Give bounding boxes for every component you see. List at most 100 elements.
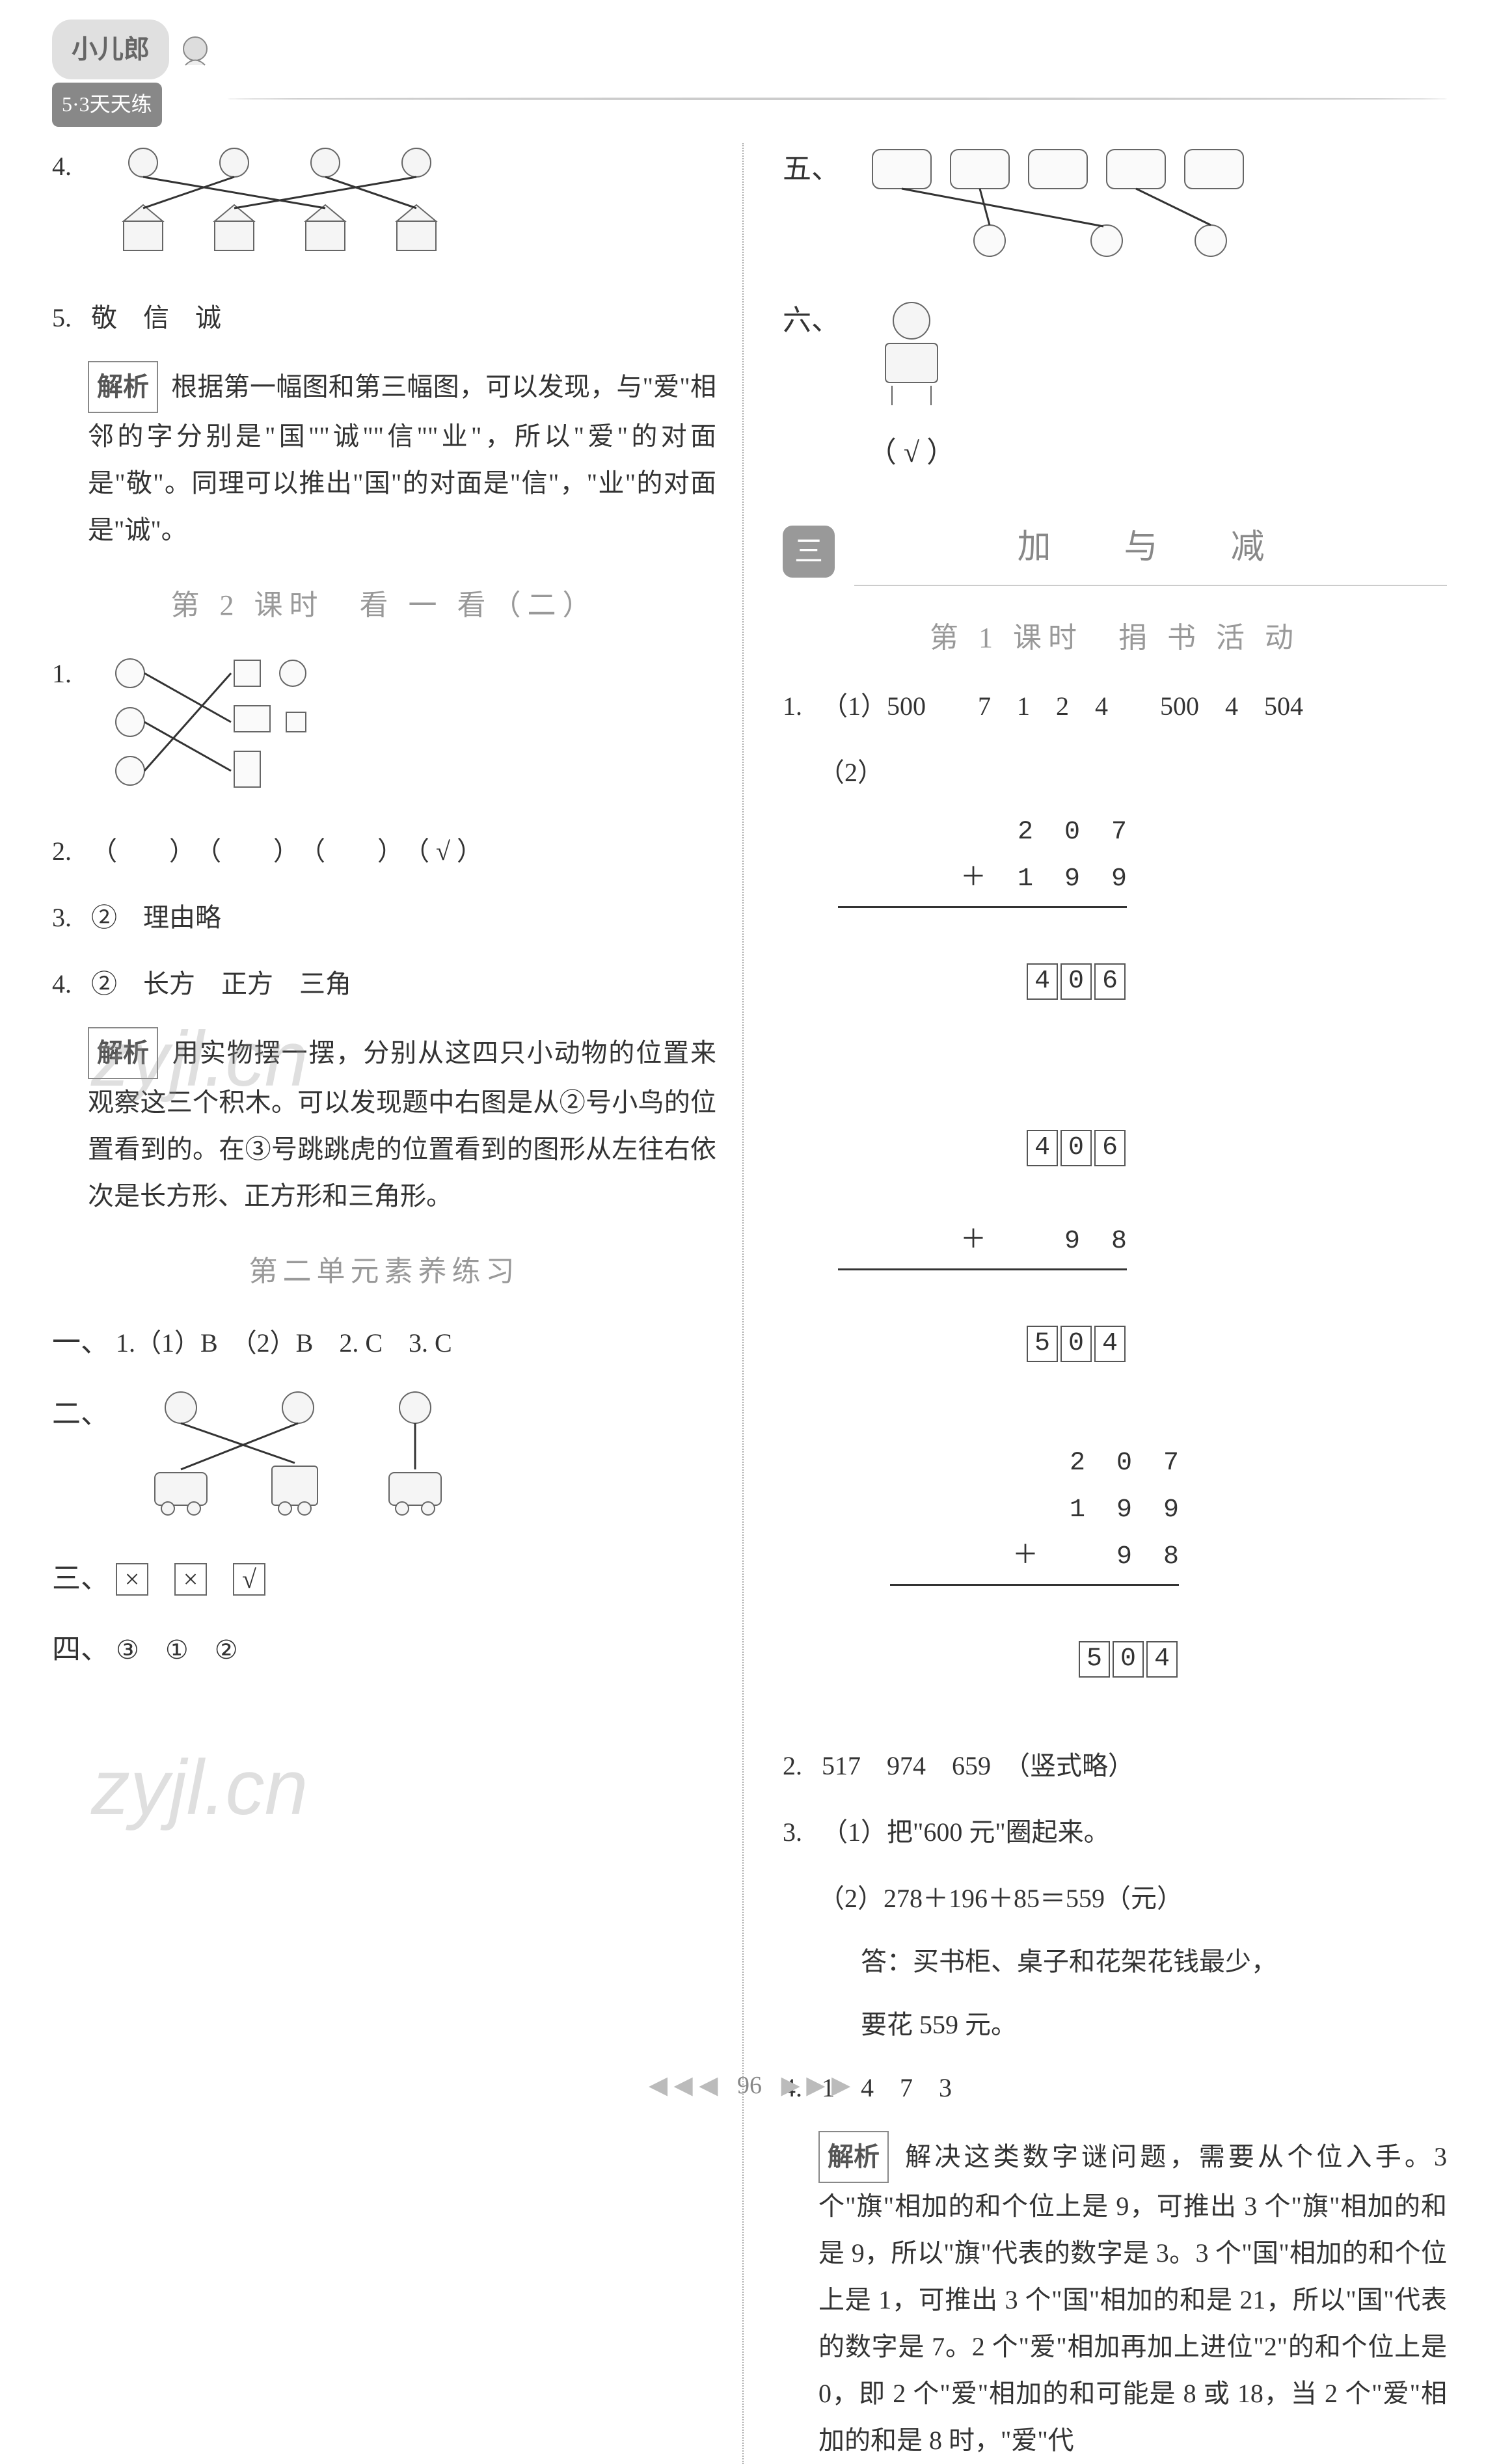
calc-row: ＋ 9 8	[838, 1218, 1127, 1265]
digit-box: 0	[1060, 963, 1092, 1000]
calc-line	[838, 1268, 1127, 1270]
u2-q4-label: 四、	[52, 1633, 109, 1665]
l1-q3-line2: （2）278＋196＋85＝559（元）	[783, 1875, 1447, 1922]
digit-box: 0	[1060, 1130, 1092, 1166]
l1-q1-sub2-block: （2） 2 0 7 ＋ 1 9 9 406 406 ＋ 9 8	[783, 749, 1447, 1743]
r-q6-girl-diagram: （ √ ）	[859, 295, 964, 478]
u2-q2-row: 二、	[52, 1388, 716, 1533]
calc-result: 504	[890, 1589, 1179, 1730]
l2-q3-row: 3. ② 理由略	[52, 894, 716, 941]
r-q6-label: 六、	[783, 295, 840, 346]
l1-q2-row: 2. 517 974 659 （竖式略）	[783, 1743, 1447, 1789]
l1-q2-answer: 517 974 659 （竖式略）	[822, 1751, 1134, 1780]
l1-q1-row: 1. （1）500 7 1 2 4 500 4 504	[783, 683, 1447, 730]
calc-line	[838, 906, 1127, 908]
q5-jiexi-block: 解析 根据第一幅图和第三幅图，可以发现，与"爱"相邻的字分别是"国""诚""信"…	[52, 361, 716, 554]
arrow-right-icon: ▶ ▶ ▶	[781, 2072, 851, 2099]
digit-box: 4	[1027, 963, 1058, 1000]
jiexi-tag: 解析	[88, 361, 158, 413]
page-footer: ◀ ◀ ◀ 96 ▶ ▶ ▶	[0, 2063, 1499, 2108]
calc-c: 2 0 7 1 9 9 ＋ 9 8 504	[890, 1440, 1179, 1730]
q5-num: 5.	[52, 295, 85, 341]
page-number: 96	[737, 2072, 762, 2099]
left-column: 4.	[52, 143, 744, 2464]
u2-q2-match-diagram	[129, 1388, 487, 1533]
l2-q2-answer: （ ） （ ） （ ） （ √ ）	[91, 837, 483, 866]
calc-result: 504	[838, 1274, 1127, 1414]
calc-row: ＋ 9 8	[890, 1534, 1179, 1581]
l1-q3-line1: （1）把"600 元"圈起来。	[822, 1817, 1110, 1847]
u2-q1-answer: 1.（1）B （2）B 2. C 3. C	[116, 1328, 452, 1358]
jiexi-tag: 解析	[88, 1027, 158, 1079]
digit-box: 4	[1094, 1326, 1126, 1362]
q5-row: 5. 敬 信 诚	[52, 295, 716, 341]
u2-q2-label: 二、	[52, 1388, 109, 1440]
mark-box: ×	[174, 1563, 207, 1596]
l2-q4-answer: ② 长方 正方 三角	[91, 969, 351, 998]
u2-q3-label: 三、	[52, 1562, 109, 1594]
l1-q3-row: 3. （1）把"600 元"圈起来。	[783, 1809, 1447, 1856]
right-column: 五、 六、	[783, 143, 1447, 2464]
l2-q1-num: 1.	[52, 650, 85, 697]
jiexi-tag: 解析	[818, 2131, 889, 2183]
r-lesson1-title: 第 1 课时 捐 书 活 动	[783, 612, 1447, 663]
u2-q4-row: 四、 ③ ① ②	[52, 1624, 716, 1675]
mark-box: ×	[116, 1563, 148, 1596]
r-q6-row: 六、 （ √ ）	[783, 295, 1447, 478]
brand-block: 小儿郎 5·3天天练	[52, 20, 1447, 127]
digit-box: 6	[1094, 1130, 1126, 1166]
l2-q4-num: 4.	[52, 961, 85, 1008]
r-q5-row: 五、	[783, 143, 1447, 275]
brand-name: 小儿郎	[52, 20, 169, 79]
u2-q1-label: 一、	[52, 1326, 109, 1358]
digit-box: 4	[1146, 1641, 1178, 1678]
l2-q4-jiexi-block: 解析 用实物摆一摆，分别从这四只小动物的位置来观察这三个积木。可以发现题中右图是…	[52, 1027, 716, 1220]
calc-row: 1 9 9	[890, 1487, 1179, 1534]
calc-row: 2 0 7	[890, 1440, 1179, 1487]
calc-row: ＋ 1 9 9	[838, 856, 1127, 903]
chapter-icon: 三	[783, 526, 835, 578]
calc-result: 406	[838, 1078, 1127, 1218]
calc-b: 406 ＋ 9 8 504	[838, 1078, 1127, 1414]
r-q5-icons-diagram	[859, 143, 1282, 275]
digit-box: 5	[1079, 1641, 1110, 1678]
q4-row: 4.	[52, 143, 716, 275]
lesson2-title: 第 2 课时 看 一 看（二）	[52, 580, 716, 631]
l2-q3-answer: ② 理由略	[91, 903, 221, 932]
l2-q3-num: 3.	[52, 894, 85, 941]
content-columns: 4.	[0, 143, 1499, 2464]
q5-answer: 敬 信 诚	[91, 303, 221, 332]
chapter-bar: 三 加 与 减	[783, 517, 1447, 586]
q4-match-diagram	[104, 143, 462, 275]
r-q6-mark: （ √ ）	[859, 427, 964, 478]
l1-q3-num: 3.	[783, 1809, 815, 1856]
u2-q1-row: 一、 1.（1）B （2）B 2. C 3. C	[52, 1317, 716, 1368]
u2-q3-row: 三、 × × √	[52, 1553, 716, 1604]
l2-q2-num: 2.	[52, 828, 85, 875]
calc-result: 406	[838, 911, 1127, 1052]
page-header: 小儿郎 5·3天天练	[0, 0, 1499, 143]
l1-q4-jiexi-text: 解决这类数字谜问题，需要从个位入手。3 个"旗"相加的和个位上是 9，可推出 3…	[818, 2142, 1447, 2455]
l2-q1-row: 1.	[52, 650, 716, 809]
l2-q4-jiexi-text: 用实物摆一摆，分别从这四只小动物的位置来观察这三个积木。可以发现题中右图是从②号…	[88, 1038, 716, 1211]
digit-box: 0	[1113, 1641, 1144, 1678]
brand-subtitle: 5·3天天练	[52, 83, 162, 127]
digit-box: 4	[1027, 1130, 1058, 1166]
l2-q2-row: 2. （ ） （ ） （ ） （ √ ）	[52, 828, 716, 875]
u2-q3-marks: × × √	[116, 1564, 265, 1594]
unit2-title: 第二单元素养练习	[52, 1246, 716, 1297]
l1-q2-num: 2.	[783, 1743, 815, 1789]
l1-q4-jiexi-block: 解析 解决这类数字谜问题，需要从个位入手。3 个"旗"相加的和个位上是 9，可推…	[783, 2131, 1447, 2464]
l1-q3-line4: 要花 559 元。	[783, 2002, 1447, 2048]
l1-q1-sub2-label: （2）	[818, 758, 884, 787]
r-q5-label: 五、	[783, 143, 840, 194]
calc-a: 2 0 7 ＋ 1 9 9 406	[838, 809, 1127, 1052]
digit-box: 0	[1060, 1326, 1092, 1362]
l1-q3-line3: 答：买书柜、桌子和花架花钱最少，	[783, 1938, 1447, 1985]
chapter-title: 加 与 减	[854, 517, 1447, 586]
l1-q1-line1: （1）500 7 1 2 4 500 4 504	[822, 691, 1303, 721]
mark-box: √	[233, 1563, 265, 1596]
mascot-icon	[176, 33, 215, 72]
digit-box: 5	[1027, 1326, 1058, 1362]
u2-q4-answer: ③ ① ②	[116, 1635, 238, 1665]
